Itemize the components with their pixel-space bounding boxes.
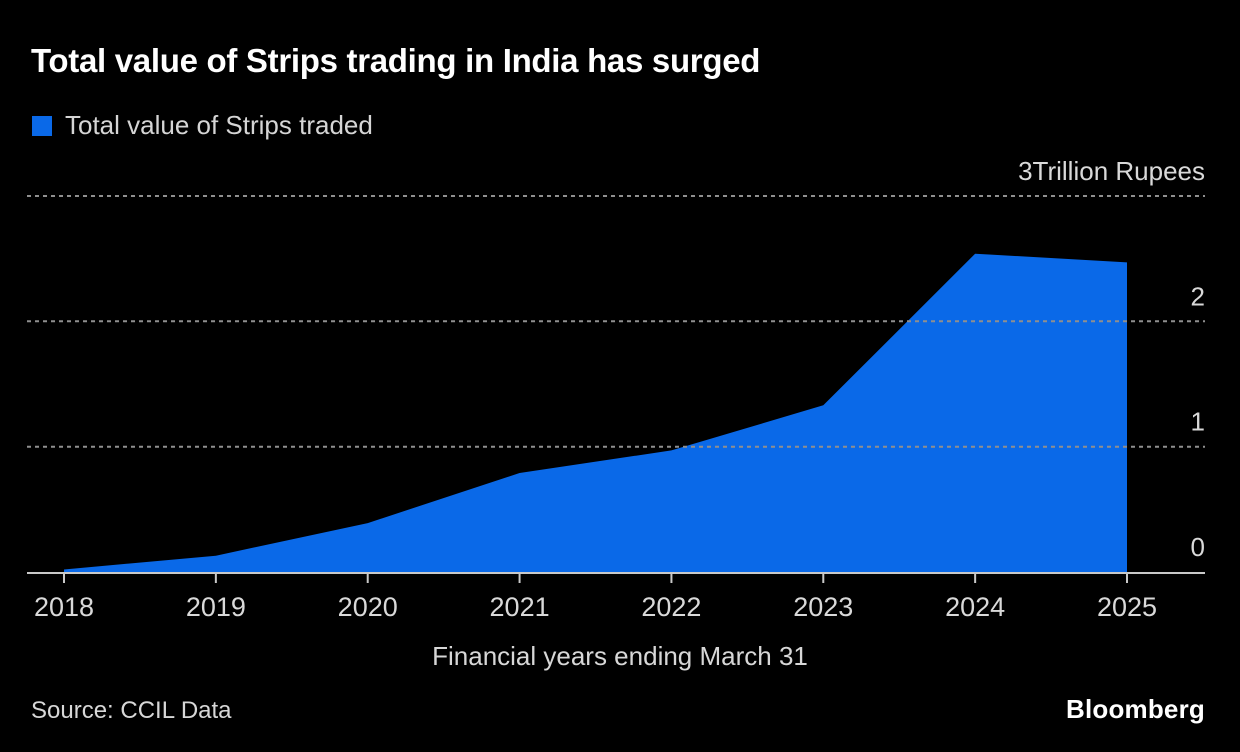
x-axis-tick-label: 2020 (338, 592, 398, 622)
bloomberg-logo: Bloomberg (1065, 694, 1205, 724)
x-axis-tick-label: 2024 (945, 592, 1005, 622)
chart-title: Total value of Strips trading in India h… (31, 42, 761, 79)
x-axis-tick-label: 2021 (490, 592, 550, 622)
x-axis-tick-label: 2022 (641, 592, 701, 622)
area-series (64, 253, 1127, 572)
legend: Total value of Strips traded (32, 110, 373, 141)
source-note: Source: CCIL Data (31, 697, 232, 724)
y-axis-tick-label: 2 (1191, 281, 1205, 311)
x-axis-tick-label: 2023 (793, 592, 853, 622)
x-axis-tick-label: 2018 (34, 592, 94, 622)
x-axis-tick-label: 2019 (186, 592, 246, 622)
y-axis-tick-label: 1 (1191, 407, 1205, 437)
x-axis-tick-label: 2025 (1097, 592, 1157, 622)
legend-series-label: Total value of Strips traded (65, 110, 373, 140)
x-axis-title: Financial years ending March 31 (432, 641, 808, 671)
x-axis-ticks (63, 574, 1128, 583)
y-axis-unit-label: 3Trillion Rupees (1018, 156, 1205, 186)
y-axis-tick-label: 0 (1191, 532, 1205, 562)
y-axis-tick-labels: 0 1 2 3Trillion Rupees (1018, 156, 1205, 562)
x-axis-tick-labels: 2018 2019 2020 2021 2022 2023 2024 2025 (34, 592, 1157, 622)
legend-swatch (32, 115, 52, 136)
